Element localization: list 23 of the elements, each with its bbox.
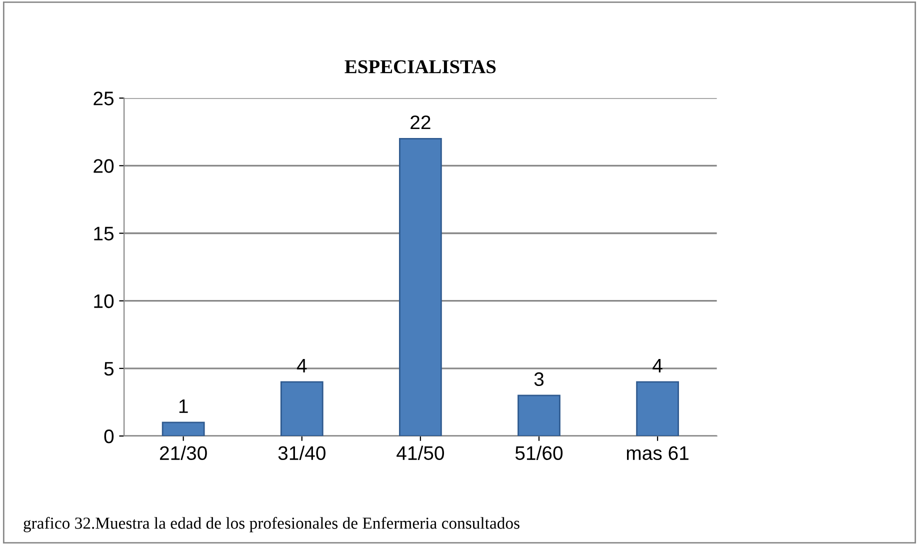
data-label: 3 <box>534 372 544 386</box>
data-label: 1 <box>179 400 188 413</box>
y-tick-label: 10 <box>94 294 114 308</box>
bar <box>399 138 442 436</box>
y-tick-label: 0 <box>104 429 114 444</box>
y-tick-label: 20 <box>94 159 114 173</box>
chart-title: ESPECIALISTAS <box>344 60 496 74</box>
x-tick-label: 21/30 <box>160 446 207 460</box>
text: grafico 32.Muestra la edad de los profesionales de Enfermeria consultados <box>24 516 520 532</box>
x-tick-label: 31/40 <box>278 446 326 460</box>
bar <box>636 381 679 436</box>
bar <box>518 394 560 436</box>
y-tick-label: 5 <box>104 362 114 376</box>
x-tick-label: 41/50 <box>396 446 444 460</box>
data-label: 4 <box>296 358 307 372</box>
bar <box>162 422 205 436</box>
y-tick-label: 15 <box>94 226 114 240</box>
bar <box>280 381 324 436</box>
y-tick-label: 25 <box>94 92 114 106</box>
data-label: 4 <box>652 358 662 372</box>
x-tick-label: mas 61 <box>626 446 688 460</box>
data-label: 22 <box>410 115 430 130</box>
x-tick-label: 51/60 <box>515 446 563 460</box>
